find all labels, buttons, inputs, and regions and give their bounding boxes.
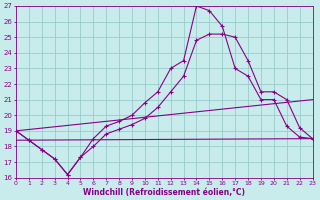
- X-axis label: Windchill (Refroidissement éolien,°C): Windchill (Refroidissement éolien,°C): [83, 188, 245, 197]
